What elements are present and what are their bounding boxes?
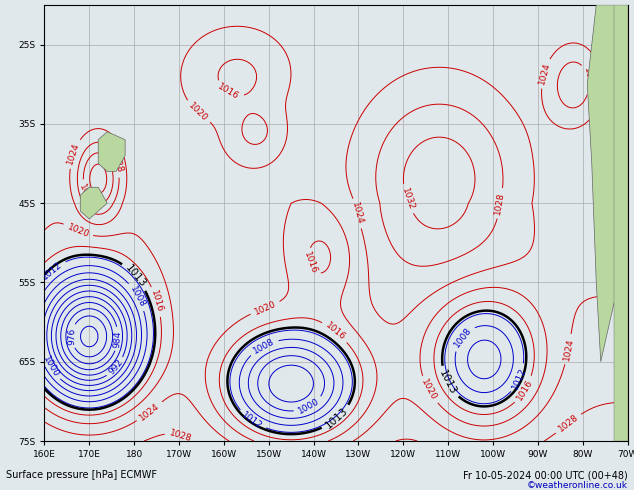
- Text: 1024: 1024: [350, 201, 365, 226]
- Text: 1020: 1020: [66, 222, 90, 239]
- Text: 1013: 1013: [437, 368, 458, 396]
- Text: 1008: 1008: [128, 284, 147, 309]
- Text: 1024: 1024: [562, 337, 575, 361]
- Text: 976: 976: [67, 327, 77, 344]
- Text: 1032: 1032: [77, 182, 96, 207]
- Text: 1016: 1016: [302, 251, 318, 275]
- Text: 1028: 1028: [582, 67, 595, 91]
- Text: 1024: 1024: [138, 401, 162, 422]
- Text: 1028: 1028: [493, 191, 506, 215]
- Text: 1012: 1012: [511, 366, 528, 391]
- Text: 1012: 1012: [240, 410, 264, 431]
- Text: 1013: 1013: [123, 263, 148, 290]
- Text: 1013: 1013: [323, 406, 350, 431]
- Text: Fr 10-05-2024 00:00 UTC (00+48): Fr 10-05-2024 00:00 UTC (00+48): [463, 470, 628, 480]
- Text: 1024: 1024: [66, 142, 81, 166]
- Text: 1028: 1028: [109, 150, 124, 174]
- Text: 1028: 1028: [557, 413, 580, 434]
- Text: 1012: 1012: [41, 260, 64, 281]
- Text: 1000: 1000: [41, 354, 60, 379]
- Text: 1016: 1016: [323, 321, 347, 343]
- Polygon shape: [587, 5, 628, 362]
- Text: ©weatheronline.co.uk: ©weatheronline.co.uk: [527, 481, 628, 490]
- Polygon shape: [614, 5, 628, 441]
- Text: 992: 992: [107, 358, 125, 377]
- Text: 1016: 1016: [515, 378, 534, 402]
- Text: 1032: 1032: [399, 187, 415, 211]
- Text: 1020: 1020: [253, 299, 278, 317]
- Text: 1028: 1028: [168, 428, 193, 443]
- Text: 1008: 1008: [452, 325, 473, 349]
- Text: 984: 984: [113, 330, 123, 348]
- Text: 1016: 1016: [150, 289, 164, 314]
- Text: Surface pressure [hPa] ECMWF: Surface pressure [hPa] ECMWF: [6, 470, 157, 480]
- Polygon shape: [81, 187, 107, 219]
- Text: 1000: 1000: [297, 397, 321, 416]
- Text: 1024: 1024: [537, 61, 552, 86]
- Polygon shape: [98, 132, 125, 172]
- Text: 1020: 1020: [186, 101, 209, 123]
- Text: 1008: 1008: [252, 337, 276, 356]
- Text: 1016: 1016: [216, 82, 241, 102]
- Text: 1020: 1020: [420, 378, 438, 402]
